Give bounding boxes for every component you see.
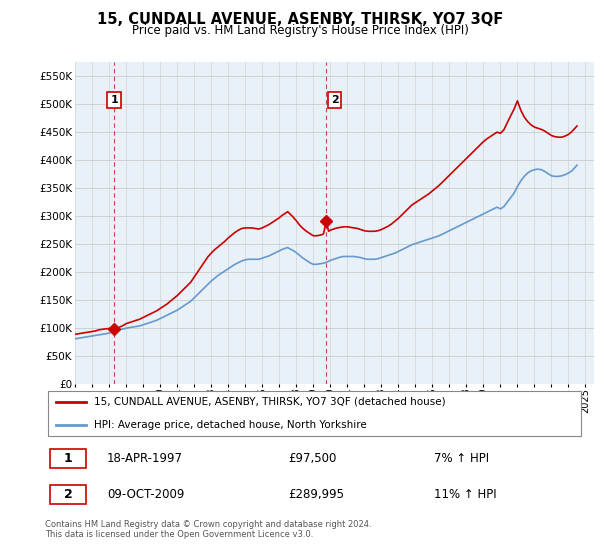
Text: £97,500: £97,500: [288, 452, 337, 465]
Text: 15, CUNDALL AVENUE, ASENBY, THIRSK, YO7 3QF (detached house): 15, CUNDALL AVENUE, ASENBY, THIRSK, YO7 …: [94, 397, 445, 407]
FancyBboxPatch shape: [50, 449, 86, 468]
FancyBboxPatch shape: [50, 484, 86, 504]
Text: 2: 2: [331, 95, 339, 105]
Text: Price paid vs. HM Land Registry's House Price Index (HPI): Price paid vs. HM Land Registry's House …: [131, 24, 469, 37]
FancyBboxPatch shape: [48, 391, 581, 436]
Text: 18-APR-1997: 18-APR-1997: [107, 452, 183, 465]
Text: 1: 1: [110, 95, 118, 105]
Text: 15, CUNDALL AVENUE, ASENBY, THIRSK, YO7 3QF: 15, CUNDALL AVENUE, ASENBY, THIRSK, YO7 …: [97, 12, 503, 27]
Text: Contains HM Land Registry data © Crown copyright and database right 2024.
This d: Contains HM Land Registry data © Crown c…: [45, 520, 371, 539]
Text: 1: 1: [64, 452, 73, 465]
Text: £289,995: £289,995: [288, 488, 344, 501]
Text: 09-OCT-2009: 09-OCT-2009: [107, 488, 184, 501]
Text: 11% ↑ HPI: 11% ↑ HPI: [434, 488, 496, 501]
Text: 2: 2: [64, 488, 73, 501]
Text: 7% ↑ HPI: 7% ↑ HPI: [434, 452, 489, 465]
Text: HPI: Average price, detached house, North Yorkshire: HPI: Average price, detached house, Nort…: [94, 419, 367, 430]
